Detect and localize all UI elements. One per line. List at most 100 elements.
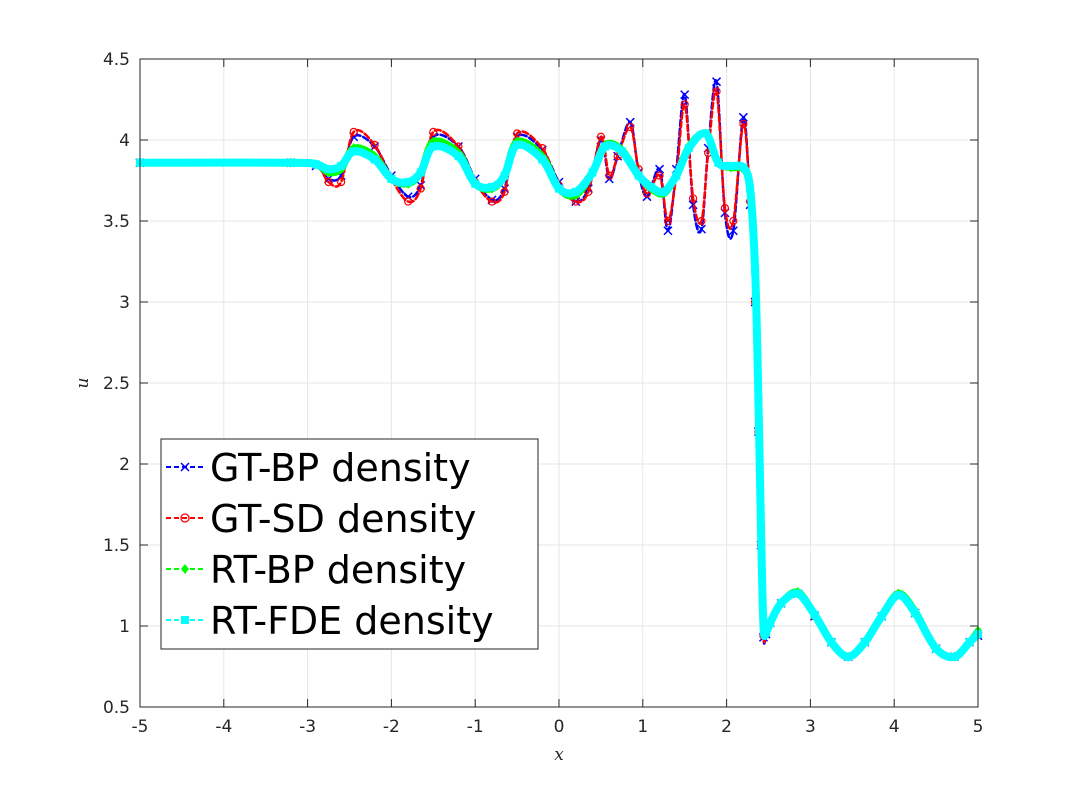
data-point-rt-fde-density	[500, 171, 509, 180]
data-point-gt-sd-density	[626, 122, 635, 132]
data-point-rt-fde-density	[726, 161, 735, 170]
legend-label-rt-fde-density: RT-FDE density	[210, 599, 494, 643]
data-point-gt-sd-density	[370, 140, 379, 149]
y-tick-label: 3	[119, 293, 130, 313]
x-axis-label: x	[554, 745, 564, 765]
data-point-gt-sd-density	[688, 194, 698, 203]
data-point-rt-fde-density	[965, 638, 974, 647]
data-point-rt-fde-density	[756, 524, 765, 533]
marker-stroke	[712, 77, 722, 87]
data-point-rt-fde-density	[844, 652, 853, 661]
legend-marker-rt-fde-density	[181, 616, 189, 624]
y-tick-label: 0.5	[103, 698, 130, 718]
data-point-rt-fde-density	[601, 142, 610, 151]
data-point-rt-fde-density	[860, 638, 869, 647]
marker-stroke	[680, 90, 690, 100]
x-tick-label: -1	[467, 717, 484, 737]
marker-stroke	[728, 226, 738, 236]
data-point-gt-sd-density	[349, 127, 358, 136]
data-point-gt-bp-density	[738, 112, 748, 122]
data-point-rt-fde-density	[337, 161, 346, 170]
x-tick-label: -2	[383, 717, 400, 737]
legend-marker-gt-bp-density	[180, 462, 190, 472]
data-point-gt-sd-density	[429, 127, 438, 136]
data-point-rt-fde-density	[454, 152, 463, 161]
data-point-rt-fde-density	[588, 168, 597, 177]
data-point-gt-sd-density	[697, 216, 706, 226]
legend-label-gt-bp-density: GT-BP density	[210, 446, 471, 490]
data-point-gt-sd-density	[404, 197, 413, 206]
data-point-gt-sd-density	[739, 119, 748, 128]
data-point-rt-fde-density	[659, 187, 668, 196]
y-axis-label: u	[73, 378, 93, 389]
y-tick-label: 1	[119, 617, 130, 637]
legend-marker-gt-sd-density	[180, 513, 190, 523]
marker-stroke	[655, 164, 665, 174]
data-point-rt-fde-density	[766, 618, 775, 627]
data-point-rt-fde-density	[324, 165, 333, 174]
legend-box	[160, 438, 539, 650]
data-point-rt-fde-density	[429, 142, 438, 151]
legend: GT-BP density GT-SD density RT-BP density R…	[160, 438, 539, 650]
data-point-rt-fde-density	[672, 171, 681, 180]
data-point-gt-sd-density	[663, 216, 673, 226]
marker-stroke	[370, 141, 380, 152]
data-point-rt-fde-density	[827, 638, 836, 647]
data-point-gt-bp-density	[712, 77, 722, 87]
data-point-gt-sd-density	[655, 171, 664, 180]
data-point-rt-fde-density	[634, 171, 643, 180]
legend-label-gt-sd-density: GT-SD density	[210, 497, 476, 541]
legend-label-rt-bp-density: RT-BP density	[210, 548, 466, 592]
marker-stroke	[696, 224, 706, 234]
data-point-rt-fde-density	[777, 599, 786, 608]
data-point-gt-bp-density	[663, 226, 673, 236]
data-point-gt-bp-density	[680, 90, 690, 100]
data-point-gt-sd-density	[605, 171, 614, 180]
data-point-rt-fde-density	[759, 622, 768, 630]
data-point-rt-fde-density	[349, 147, 358, 156]
x-tick-label: -3	[299, 717, 316, 737]
data-point-rt-fde-density	[739, 163, 748, 172]
data-point-rt-fde-density	[751, 265, 760, 274]
data-point-rt-fde-density	[911, 609, 920, 618]
data-point-gt-sd-density	[680, 100, 689, 109]
data-point-rt-fde-density	[311, 160, 320, 169]
data-point-rt-fde-density	[387, 174, 396, 183]
marker-stroke	[487, 195, 497, 205]
data-point-gt-sd-density	[712, 87, 721, 96]
marker-stroke	[738, 112, 748, 122]
x-tick-label: 2	[721, 717, 732, 737]
data-point-rt-fde-density	[754, 395, 763, 404]
data-point-rt-fde-density	[471, 179, 480, 188]
legend-entries: GT-BP density GT-SD density RT-BP density R…	[166, 446, 494, 643]
data-point-rt-fde-density	[617, 147, 626, 156]
data-point-rt-fde-density	[684, 144, 693, 153]
x-tick-label: 1	[637, 717, 648, 737]
data-point-rt-fde-density	[746, 184, 755, 193]
y-tick-label: 4.5	[103, 50, 130, 70]
data-point-gt-bp-density	[655, 164, 665, 174]
data-point-gt-sd-density	[729, 216, 738, 226]
data-point-rt-fde-density	[932, 644, 941, 653]
data-point-rt-fde-density	[894, 591, 903, 600]
data-point-rt-fde-density	[810, 610, 819, 619]
data-point-gt-sd-density	[487, 197, 497, 206]
data-point-rt-fde-density	[404, 178, 413, 187]
data-point-rt-fde-density	[555, 184, 563, 193]
ticks: -5 -4 -3 -2 -1 0 1 2 3 4 5 0.5 1 1.5 2 2.5 3 3.5 4 4.5	[103, 50, 983, 737]
data-point-gt-sd-density	[596, 132, 606, 141]
data-point-gt-sd-density	[500, 187, 509, 196]
data-point-rt-fde-density	[714, 158, 723, 167]
x-tick-label: 0	[554, 717, 565, 737]
x-tick-label: -5	[132, 717, 149, 737]
y-tick-label: 1.5	[103, 536, 130, 556]
data-point-gt-sd-density	[720, 203, 730, 213]
data-point-rt-fde-density	[877, 612, 886, 621]
data-point-rt-fde-density	[487, 182, 496, 191]
data-point-rt-fde-density	[416, 168, 425, 177]
data-point-rt-fde-density	[793, 589, 802, 598]
data-point-gt-sd-density	[337, 178, 346, 187]
data-point-rt-fde-density	[370, 155, 379, 164]
y-tick-label: 2	[119, 455, 130, 475]
